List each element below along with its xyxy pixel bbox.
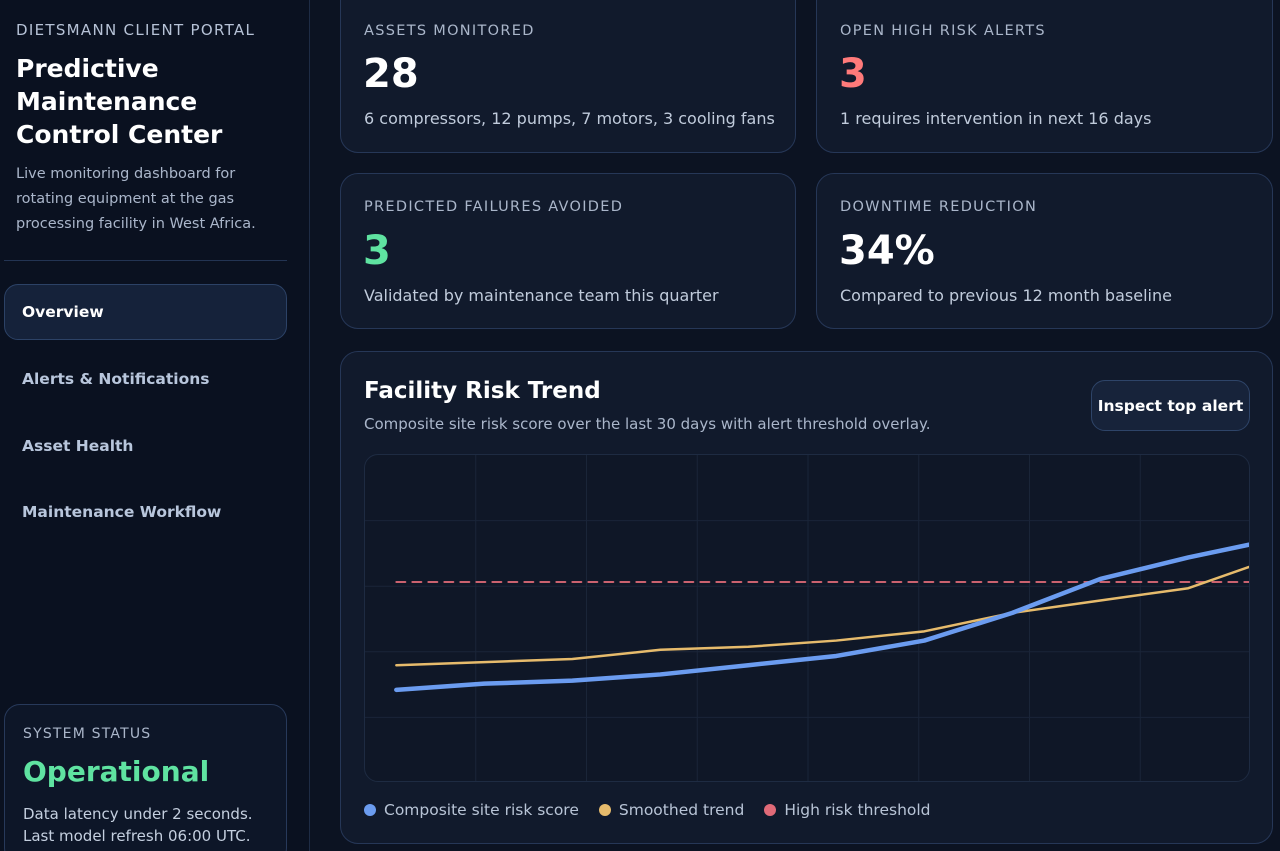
legend-swatch-threshold xyxy=(764,804,777,816)
system-status-card: SYSTEM STATUS Operational Data latency u… xyxy=(4,704,287,851)
metric-card-predicted-failures-avoided: PREDICTED FAILURES AVOIDED 3 Validated b… xyxy=(340,173,796,329)
metric-card-downtime-reduction: DOWNTIME REDUCTION 34% Compared to previ… xyxy=(816,173,1273,329)
page-description: Live monitoring dashboard for rotating e… xyxy=(16,166,256,232)
sidebar-item-label: Asset Health xyxy=(22,437,134,455)
metric-label: OPEN HIGH RISK ALERTS xyxy=(840,23,1046,39)
legend-item-smoothed: Smoothed trend xyxy=(598,801,745,819)
legend-swatch-smoothed xyxy=(598,804,611,816)
metric-label: DOWNTIME REDUCTION xyxy=(840,199,1038,215)
inspect-top-alert-button[interactable]: Inspect top alert xyxy=(1091,380,1250,431)
legend-item-composite: Composite site risk score xyxy=(364,801,579,819)
chart-subtitle: Composite site risk score over the last … xyxy=(364,415,931,433)
sidebar-item-maintenance-workflow[interactable]: Maintenance Workflow xyxy=(4,484,287,540)
sidebar: DIETSMANN CLIENT PORTAL Predictive Maint… xyxy=(0,0,310,851)
metric-card-assets-monitored: ASSETS MONITORED 28 6 compressors, 12 pu… xyxy=(340,0,796,153)
system-status-value: Operational xyxy=(23,755,210,788)
system-status-latency: Data latency under 2 seconds. xyxy=(23,805,253,823)
metric-value: 3 xyxy=(363,228,391,274)
system-status-refresh: Last model refresh 06:00 UTC. xyxy=(23,827,251,845)
chart-plot-area xyxy=(364,454,1250,782)
series-line-smoothed-trend xyxy=(395,565,1249,667)
legend-label: Composite site risk score xyxy=(384,801,579,819)
legend-item-threshold: High risk threshold xyxy=(764,801,931,819)
system-status-label: SYSTEM STATUS xyxy=(23,726,152,742)
risk-trend-card: Facility Risk Trend Composite site risk … xyxy=(340,351,1273,844)
sidebar-item-asset-health[interactable]: Asset Health xyxy=(4,418,287,474)
chart-title: Facility Risk Trend xyxy=(364,378,601,404)
legend-swatch-composite xyxy=(364,804,376,816)
sidebar-item-alerts-notifications[interactable]: Alerts & Notifications xyxy=(4,351,287,407)
metric-value: 34% xyxy=(839,228,935,274)
chart-legend: Composite site risk score Smoothed trend… xyxy=(364,801,951,819)
metric-label: ASSETS MONITORED xyxy=(364,23,535,39)
sidebar-divider xyxy=(4,260,287,261)
sidebar-item-label: Overview xyxy=(22,303,104,321)
metric-description: Compared to previous 12 month baseline xyxy=(840,286,1172,305)
series-line-composite-risk xyxy=(394,542,1249,693)
metric-label: PREDICTED FAILURES AVOIDED xyxy=(364,199,624,215)
sidebar-item-label: Alerts & Notifications xyxy=(22,370,210,388)
legend-label: High risk threshold xyxy=(784,801,931,819)
metric-value: 28 xyxy=(363,51,419,97)
portal-name: DIETSMANN CLIENT PORTAL xyxy=(16,21,256,39)
metric-card-open-high-risk-alerts: OPEN HIGH RISK ALERTS 3 1 requires inter… xyxy=(816,0,1273,153)
sidebar-item-label: Maintenance Workflow xyxy=(22,503,222,521)
sidebar-item-overview[interactable]: Overview xyxy=(4,284,287,340)
risk-trend-chart xyxy=(365,455,1249,781)
metric-description: Validated by maintenance team this quart… xyxy=(364,286,719,305)
metric-value: 3 xyxy=(839,51,867,97)
metric-description: 1 requires intervention in next 16 days xyxy=(840,109,1152,128)
page-title: Predictive Maintenance Control Center xyxy=(16,54,223,149)
legend-label: Smoothed trend xyxy=(618,801,745,819)
metric-description: 6 compressors, 12 pumps, 7 motors, 3 coo… xyxy=(364,109,775,128)
